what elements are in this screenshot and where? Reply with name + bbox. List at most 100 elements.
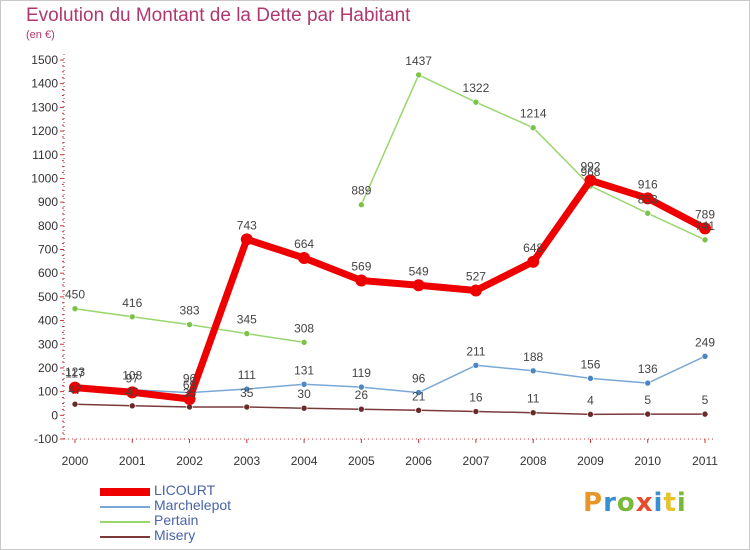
y-tick-label: 700 [38,243,58,257]
data-label-licourt: 117 [65,367,84,381]
legend-item-misery: Misery [100,527,350,544]
x-tick-label: 2011 [692,454,718,468]
legend-swatch-marchelepot [100,506,150,508]
y-tick-label: 100 [38,385,58,399]
data-label-marchelepot: 123 [65,365,85,379]
series-licourt [69,174,711,405]
y-tick-label: -100 [34,432,58,446]
data-label-misery: 30 [297,387,311,401]
x-tick-label: 2005 [348,454,375,468]
legend-label-licourt: LICOURT [154,482,216,498]
data-label-pertain: 1214 [520,107,547,121]
data-label-misery: 5 [702,393,709,407]
data-point-pertain [529,124,537,132]
logo-letter: P [583,488,604,518]
series-line-misery [74,403,706,416]
proxiti-logo: Proxiti [583,488,687,518]
data-point-licourt [298,252,311,265]
data-label-misery: 21 [412,389,426,403]
legend-item-pertain: Pertain [100,512,350,529]
x-tick-label: 2006 [405,454,432,468]
data-point-licourt [641,192,654,205]
legend-swatch-pertain [100,521,150,523]
data-label-pertain: 968 [580,165,600,179]
x-tick-label: 2007 [463,454,490,468]
legend-label-marchelepot: Marchelepot [154,497,232,513]
data-point-licourt [469,284,482,297]
series-layer [69,71,711,418]
data-point-marchelepot [243,385,251,393]
logo-letter: i [676,488,687,518]
data-point-pertain [186,321,193,328]
data-label-pertain: 450 [65,288,85,302]
legend-label-misery: Misery [154,527,196,543]
data-point-misery [587,411,594,418]
y-tick-label: 1100 [32,148,58,162]
data-label-marchelepot: 188 [523,350,543,364]
data-point-licourt [183,392,196,405]
data-point-licourt [240,233,253,246]
data-label-marchelepot: 249 [695,335,715,349]
data-label-pertain: 308 [294,321,314,335]
data-point-misery [358,405,365,413]
data-label-licourt: 97 [126,371,140,385]
data-label-licourt: 648 [523,241,543,255]
data-label-licourt: 916 [638,177,658,191]
data-label-misery: 16 [469,391,483,405]
data-label-pertain: 345 [237,313,257,327]
data-label-pertain: 1437 [405,54,432,68]
series-marchelepot [71,353,709,396]
series-pertain [71,71,709,346]
series-misery [71,400,709,418]
data-point-pertain [472,98,480,106]
data-point-marchelepot [300,380,308,388]
data-label-marchelepot: 119 [352,366,371,380]
logo-letter: i [653,488,664,518]
legend-label-pertain: Pertain [154,512,199,528]
data-point-licourt [126,386,139,399]
x-tick-label: 2002 [176,454,203,468]
data-point-marchelepot [415,389,422,396]
data-point-misery [529,409,537,417]
data-label-marchelepot: 111 [238,368,257,382]
data-label-misery: 26 [355,388,369,402]
x-tick-label: 2003 [233,454,260,468]
data-point-pertain [415,71,422,79]
data-label-misery: 47 [68,383,82,397]
data-label-marchelepot: 96 [412,372,426,386]
axes: -100 0 100 200 300 400 500 600 700 800 900 1000 1100… [31,53,718,468]
data-point-misery [644,410,652,418]
data-label-licourt: 69 [183,378,197,392]
data-label-misery: 35 [183,386,197,400]
data-point-misery [243,403,251,411]
data-label-licourt: 569 [351,260,371,274]
x-tick-label: 2000 [62,454,89,468]
x-tick-label: 2001 [119,454,146,468]
legend-swatch-licourt [100,488,150,496]
y-tick-label: 0 [51,408,58,422]
x-tick-label: 2009 [577,454,604,468]
chart-subtitle: (en €) [26,29,55,41]
data-label-licourt: 992 [580,159,600,173]
data-label-misery: 5 [644,393,651,407]
data-point-pertain [358,201,365,209]
data-point-misery [472,408,480,415]
data-point-marchelepot [587,375,594,382]
data-label-pertain: 853 [638,192,658,206]
data-point-marchelepot [701,353,709,360]
logo-letter: r [603,488,617,518]
data-point-licourt [355,274,368,287]
data-point-misery [300,404,308,412]
data-label-marchelepot: 136 [638,362,658,376]
logo-letter: t [663,488,677,518]
data-label-pertain: 416 [122,296,142,310]
legend-item-licourt: LICOURT [100,482,350,499]
data-point-marchelepot [472,362,480,369]
data-label-misery: 40 [126,385,140,399]
data-label-marchelepot: 96 [183,372,197,386]
data-point-misery [415,407,422,414]
legend: LICOURT Marchelepot Pertain Misery [100,482,350,544]
data-label-licourt: 549 [409,264,429,278]
x-tick-label: 2004 [291,454,318,468]
logo-letter: o [616,488,636,518]
